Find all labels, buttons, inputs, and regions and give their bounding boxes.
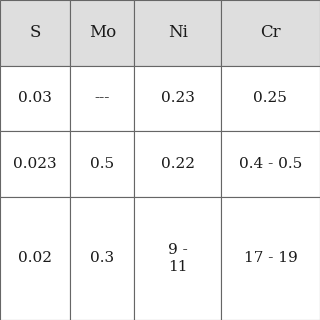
Text: 0.4 - 0.5: 0.4 - 0.5 [239,157,302,171]
Text: 0.5: 0.5 [90,157,115,171]
Text: 0.25: 0.25 [253,92,287,105]
Bar [134,0,221,66]
Text: Mo: Mo [89,24,116,41]
Text: Cr: Cr [260,24,281,41]
Bar [70,131,134,197]
Bar [221,197,320,320]
Bar [134,66,221,131]
Bar [0,197,70,320]
Bar [0,66,70,131]
Bar [221,66,320,131]
Bar [70,66,134,131]
Bar [134,131,221,197]
Text: 9 -
11: 9 - 11 [168,243,188,274]
Bar [70,197,134,320]
Text: S: S [29,24,41,41]
Text: 0.22: 0.22 [161,157,195,171]
Text: ---: --- [95,92,110,105]
Bar [134,197,221,320]
Text: Ni: Ni [168,24,188,41]
Text: 0.3: 0.3 [90,252,115,265]
Bar [0,0,70,66]
Text: 0.03: 0.03 [18,92,52,105]
Text: 17 - 19: 17 - 19 [244,252,297,265]
Text: 0.023: 0.023 [13,157,57,171]
Bar [221,131,320,197]
Text: 0.02: 0.02 [18,252,52,265]
Bar [70,0,134,66]
Bar [221,0,320,66]
Text: 0.23: 0.23 [161,92,195,105]
Bar [0,131,70,197]
